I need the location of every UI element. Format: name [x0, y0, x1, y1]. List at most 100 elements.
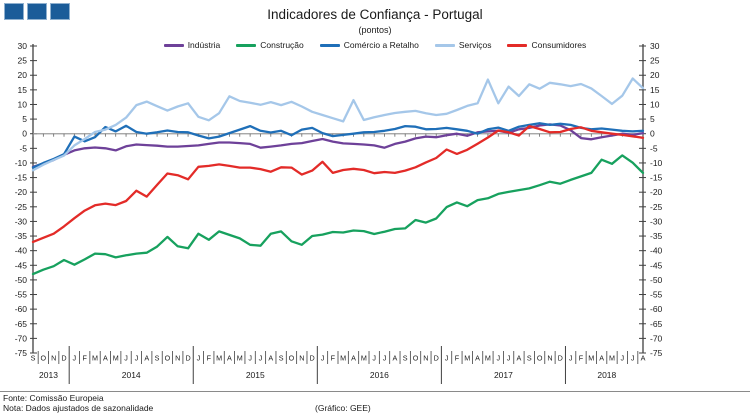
svg-text:-15: -15	[15, 173, 28, 183]
svg-text:D: D	[61, 354, 66, 363]
svg-text:M: M	[92, 354, 98, 363]
footer-source: Fonte: Comissão Europeia	[3, 393, 104, 403]
logo-square	[27, 3, 47, 20]
svg-text:2015: 2015	[246, 370, 265, 380]
svg-text:-75: -75	[15, 348, 28, 358]
svg-text:J: J	[507, 354, 511, 363]
svg-text:D: D	[185, 354, 190, 363]
svg-text:J: J	[631, 354, 635, 363]
svg-text:-60: -60	[15, 304, 28, 314]
svg-text:15: 15	[650, 85, 660, 95]
svg-text:A: A	[392, 354, 397, 363]
svg-text:-25: -25	[650, 202, 663, 212]
svg-text:15: 15	[18, 85, 28, 95]
svg-text:O: O	[41, 354, 47, 363]
svg-text:-40: -40	[15, 246, 28, 256]
footer-note: Nota: Dados ajustados de sazonalidade	[3, 403, 154, 413]
svg-text:M: M	[464, 354, 470, 363]
svg-text:O: O	[289, 354, 295, 363]
legend-item-consumidores: Consumidores	[507, 40, 586, 50]
svg-text:O: O	[165, 354, 171, 363]
svg-text:S: S	[403, 354, 408, 363]
svg-text:-35: -35	[650, 231, 663, 241]
svg-text:-35: -35	[15, 231, 28, 241]
svg-text:20: 20	[650, 70, 660, 80]
legend-label: Construção	[260, 40, 304, 50]
legend-item-industria: Indústria	[163, 40, 220, 50]
series-serviços	[31, 77, 645, 172]
svg-text:J: J	[321, 354, 325, 363]
legend-label: Comércio a Retalho	[343, 40, 419, 50]
svg-text:N: N	[51, 354, 56, 363]
svg-text:A: A	[599, 354, 604, 363]
svg-text:-55: -55	[15, 290, 28, 300]
svg-text:M: M	[485, 354, 491, 363]
svg-text:A: A	[351, 354, 356, 363]
svg-text:-70: -70	[15, 333, 28, 343]
svg-text:J: J	[248, 354, 252, 363]
svg-text:A: A	[517, 354, 522, 363]
legend-swatch	[507, 43, 528, 47]
svg-text:J: J	[496, 354, 500, 363]
legend-item-servicos: Serviços	[434, 40, 492, 50]
logo	[4, 3, 70, 20]
legend-label: Serviços	[458, 40, 492, 50]
svg-text:J: J	[73, 354, 77, 363]
svg-text:J: J	[197, 354, 201, 363]
svg-text:M: M	[609, 354, 615, 363]
svg-text:M: M	[361, 354, 367, 363]
svg-text:-25: -25	[15, 202, 28, 212]
svg-text:2018: 2018	[597, 370, 616, 380]
svg-text:-50: -50	[15, 275, 28, 285]
series-construção	[31, 154, 645, 276]
svg-text:N: N	[299, 354, 304, 363]
svg-text:2016: 2016	[370, 370, 389, 380]
svg-text:S: S	[31, 354, 36, 363]
svg-text:0: 0	[650, 129, 655, 139]
svg-text:A: A	[641, 354, 646, 363]
svg-text:-45: -45	[650, 260, 663, 270]
logo-square	[4, 3, 24, 20]
legend-label: Consumidores	[531, 40, 587, 50]
svg-text:-30: -30	[650, 216, 663, 226]
svg-text:S: S	[279, 354, 284, 363]
svg-text:J: J	[372, 354, 376, 363]
svg-text:-60: -60	[650, 304, 663, 314]
legend-item-construcao: Construção	[236, 40, 304, 50]
svg-text:25: 25	[18, 56, 28, 66]
svg-text:D: D	[310, 354, 315, 363]
svg-text:A: A	[475, 354, 480, 363]
legend-item-comercio-a-retalho: Comércio a Retalho	[319, 40, 419, 50]
svg-text:-50: -50	[650, 275, 663, 285]
legend-swatch	[434, 43, 455, 47]
svg-text:10: 10	[18, 99, 28, 109]
svg-text:-75: -75	[650, 348, 663, 358]
svg-text:A: A	[144, 354, 149, 363]
legend-swatch	[163, 43, 184, 47]
svg-text:-10: -10	[650, 158, 663, 168]
svg-text:2014: 2014	[122, 370, 141, 380]
svg-text:F: F	[207, 354, 212, 363]
svg-text:5: 5	[22, 114, 27, 124]
footer-credit: (Gráfico: GEE)	[315, 403, 371, 413]
svg-text:-70: -70	[650, 333, 663, 343]
svg-text:D: D	[434, 354, 439, 363]
svg-text:J: J	[445, 354, 449, 363]
svg-text:F: F	[455, 354, 460, 363]
chart-footer: Fonte: Comissão Europeia Nota: Dados aju…	[0, 391, 750, 419]
svg-text:J: J	[383, 354, 387, 363]
series-consumidores	[31, 124, 645, 244]
svg-text:-65: -65	[15, 319, 28, 329]
svg-text:F: F	[331, 354, 336, 363]
svg-text:M: M	[113, 354, 119, 363]
axes: 30 30 25 25 20 20 15 15 10 10 5 5 0 0 -5 -5 -10 -10 -15 -15…	[15, 41, 663, 358]
svg-text:J: J	[259, 354, 263, 363]
legend-swatch	[319, 43, 340, 47]
svg-text:A: A	[268, 354, 273, 363]
svg-text:F: F	[82, 354, 87, 363]
svg-text:-30: -30	[15, 216, 28, 226]
svg-text:10: 10	[650, 99, 660, 109]
svg-text:-40: -40	[650, 246, 663, 256]
